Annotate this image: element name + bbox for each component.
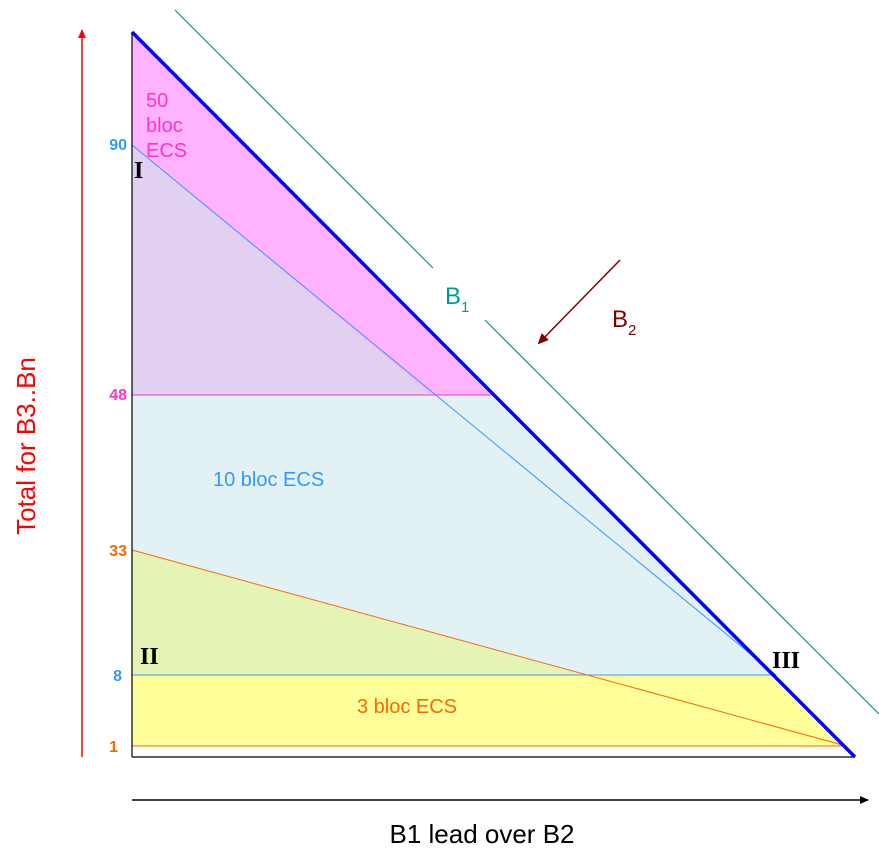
y-axis-label: Total for B3..Bn: [11, 357, 41, 535]
tick-8: 8: [113, 668, 122, 685]
label-50-line1: 50: [146, 90, 168, 112]
x-axis-label: B1 lead over B2: [389, 819, 574, 849]
main-diagonal: [130, 30, 857, 759]
b2-arrow: [537, 259, 621, 345]
region-overlap-lavender: [132, 145, 432, 395]
marker-iii: III: [772, 648, 800, 674]
label-b2: B2: [612, 306, 636, 339]
b1-line-upper: [174, 9, 434, 269]
label-50-line2: bloc: [146, 115, 183, 137]
label-50-line3: ECS: [146, 140, 187, 162]
label-b1: B1: [445, 283, 469, 316]
marker-i: I: [134, 158, 143, 184]
region-3-bloc-ecs: [132, 675, 846, 746]
tick-33: 33: [109, 543, 127, 560]
tick-1: 1: [109, 739, 118, 756]
diagonal-from-33: [131, 549, 847, 747]
tick-48: 48: [109, 387, 127, 404]
b1-line-lower: [484, 319, 879, 715]
label-3-bloc-ecs: 3 bloc ECS: [357, 696, 457, 718]
diagonal-from-90: [131, 144, 777, 676]
marker-ii: II: [140, 644, 159, 670]
tick-90: 90: [109, 137, 127, 154]
label-10-bloc-ecs: 10 bloc ECS: [213, 469, 324, 491]
